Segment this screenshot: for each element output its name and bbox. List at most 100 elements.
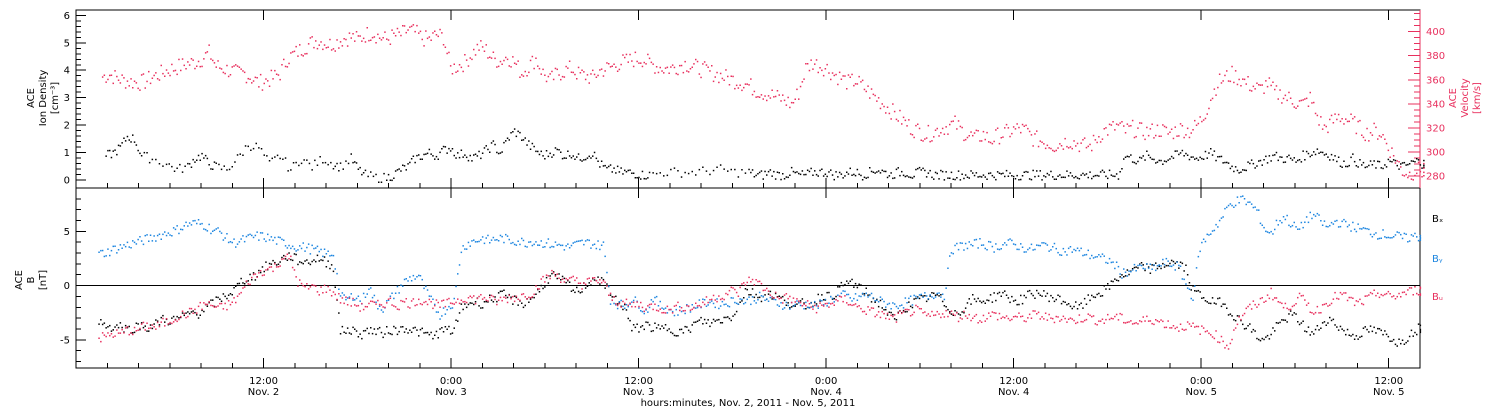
velocity-point: [892, 103, 894, 105]
bz-point: [998, 312, 1001, 315]
velocity-point: [824, 68, 827, 70]
bz-point: [492, 295, 495, 298]
bx-point: [789, 307, 791, 309]
bz-point: [1265, 300, 1267, 302]
velocity-point: [1343, 123, 1345, 125]
bz-point: [918, 307, 921, 310]
bx-point: [622, 308, 624, 311]
velocity-point: [1094, 139, 1097, 141]
bx-point: [943, 305, 946, 307]
by-point: [1075, 249, 1077, 252]
velocity-point: [272, 78, 274, 80]
by-point: [307, 243, 310, 245]
velocity-point: [595, 76, 598, 78]
by-point: [879, 296, 882, 298]
bx-point: [247, 280, 249, 282]
density-point: [410, 158, 413, 160]
by-point: [544, 246, 546, 248]
bx-point: [716, 319, 718, 321]
velocity-point: [1274, 88, 1276, 91]
bz-point: [1288, 308, 1290, 311]
by-point: [846, 293, 848, 296]
bz-point: [336, 298, 338, 301]
bz-point: [473, 295, 475, 297]
bz-point: [1046, 319, 1049, 321]
by-point: [538, 244, 541, 246]
by-point: [792, 305, 795, 307]
velocity-point: [856, 83, 859, 85]
by-point: [373, 294, 376, 297]
bx-point: [648, 324, 651, 326]
by-point: [1234, 204, 1237, 207]
density-point: [1133, 161, 1136, 164]
bz-point: [719, 298, 722, 301]
bx-point: [1162, 262, 1164, 265]
bx-point: [1321, 322, 1324, 324]
density-point: [655, 172, 658, 175]
bx-point: [132, 332, 134, 334]
bx-point: [920, 294, 922, 297]
bz-point: [1048, 313, 1050, 316]
bx-point: [949, 311, 951, 313]
bx-point: [1396, 345, 1398, 347]
by-point: [1085, 253, 1088, 256]
bz-point: [1318, 312, 1320, 314]
by-point: [947, 267, 949, 269]
by-point: [283, 239, 285, 241]
by-point: [1378, 237, 1381, 240]
density-point: [537, 150, 539, 153]
velocity-point: [1036, 130, 1038, 132]
velocity-point: [1124, 132, 1127, 134]
bx-point: [890, 311, 892, 314]
density-point: [1162, 163, 1164, 165]
bx-point: [833, 297, 835, 300]
density-point: [1382, 167, 1384, 170]
bz-point: [1126, 321, 1129, 324]
density-point: [687, 172, 690, 175]
velocity-point: [526, 75, 528, 77]
bx-point: [279, 261, 281, 263]
bz-point: [1083, 319, 1086, 322]
velocity-point: [679, 64, 681, 67]
density-point: [1329, 159, 1331, 161]
bz-point: [929, 315, 931, 317]
bx-point: [1382, 333, 1384, 336]
bx-point: [1380, 329, 1382, 332]
bx-point: [1405, 341, 1407, 344]
by-point: [810, 302, 812, 304]
by-point: [1229, 203, 1232, 205]
bz-point: [1099, 320, 1102, 322]
by-point: [1195, 267, 1198, 269]
density-point: [817, 175, 819, 177]
by-series: [98, 195, 1422, 320]
velocity-point: [334, 50, 336, 52]
bx-point: [425, 331, 427, 334]
by-point: [1291, 224, 1294, 227]
by-point: [1313, 213, 1315, 216]
bx-point: [1407, 340, 1409, 342]
by-point: [165, 234, 168, 237]
bz-point: [474, 302, 477, 305]
velocity-point: [558, 74, 560, 76]
bx-point: [909, 305, 912, 308]
velocity-point: [1405, 173, 1407, 176]
bz-point: [224, 302, 226, 305]
bx-point: [286, 259, 289, 261]
by-point: [1337, 226, 1340, 228]
bx-point: [1155, 262, 1157, 264]
density-point: [917, 167, 919, 170]
velocity-point: [545, 80, 548, 83]
velocity-point: [1098, 136, 1100, 138]
bx-point: [611, 296, 613, 298]
velocity-point: [183, 64, 185, 67]
bz-point: [343, 302, 345, 305]
by-point: [1389, 237, 1391, 239]
bz-point: [130, 332, 132, 334]
by-point: [787, 304, 789, 307]
bx-point: [632, 324, 635, 326]
bx-point: [299, 261, 301, 263]
velocity-point: [782, 94, 784, 96]
velocity-point: [1261, 84, 1263, 86]
bz-point: [444, 305, 447, 308]
density-point: [1103, 171, 1105, 173]
